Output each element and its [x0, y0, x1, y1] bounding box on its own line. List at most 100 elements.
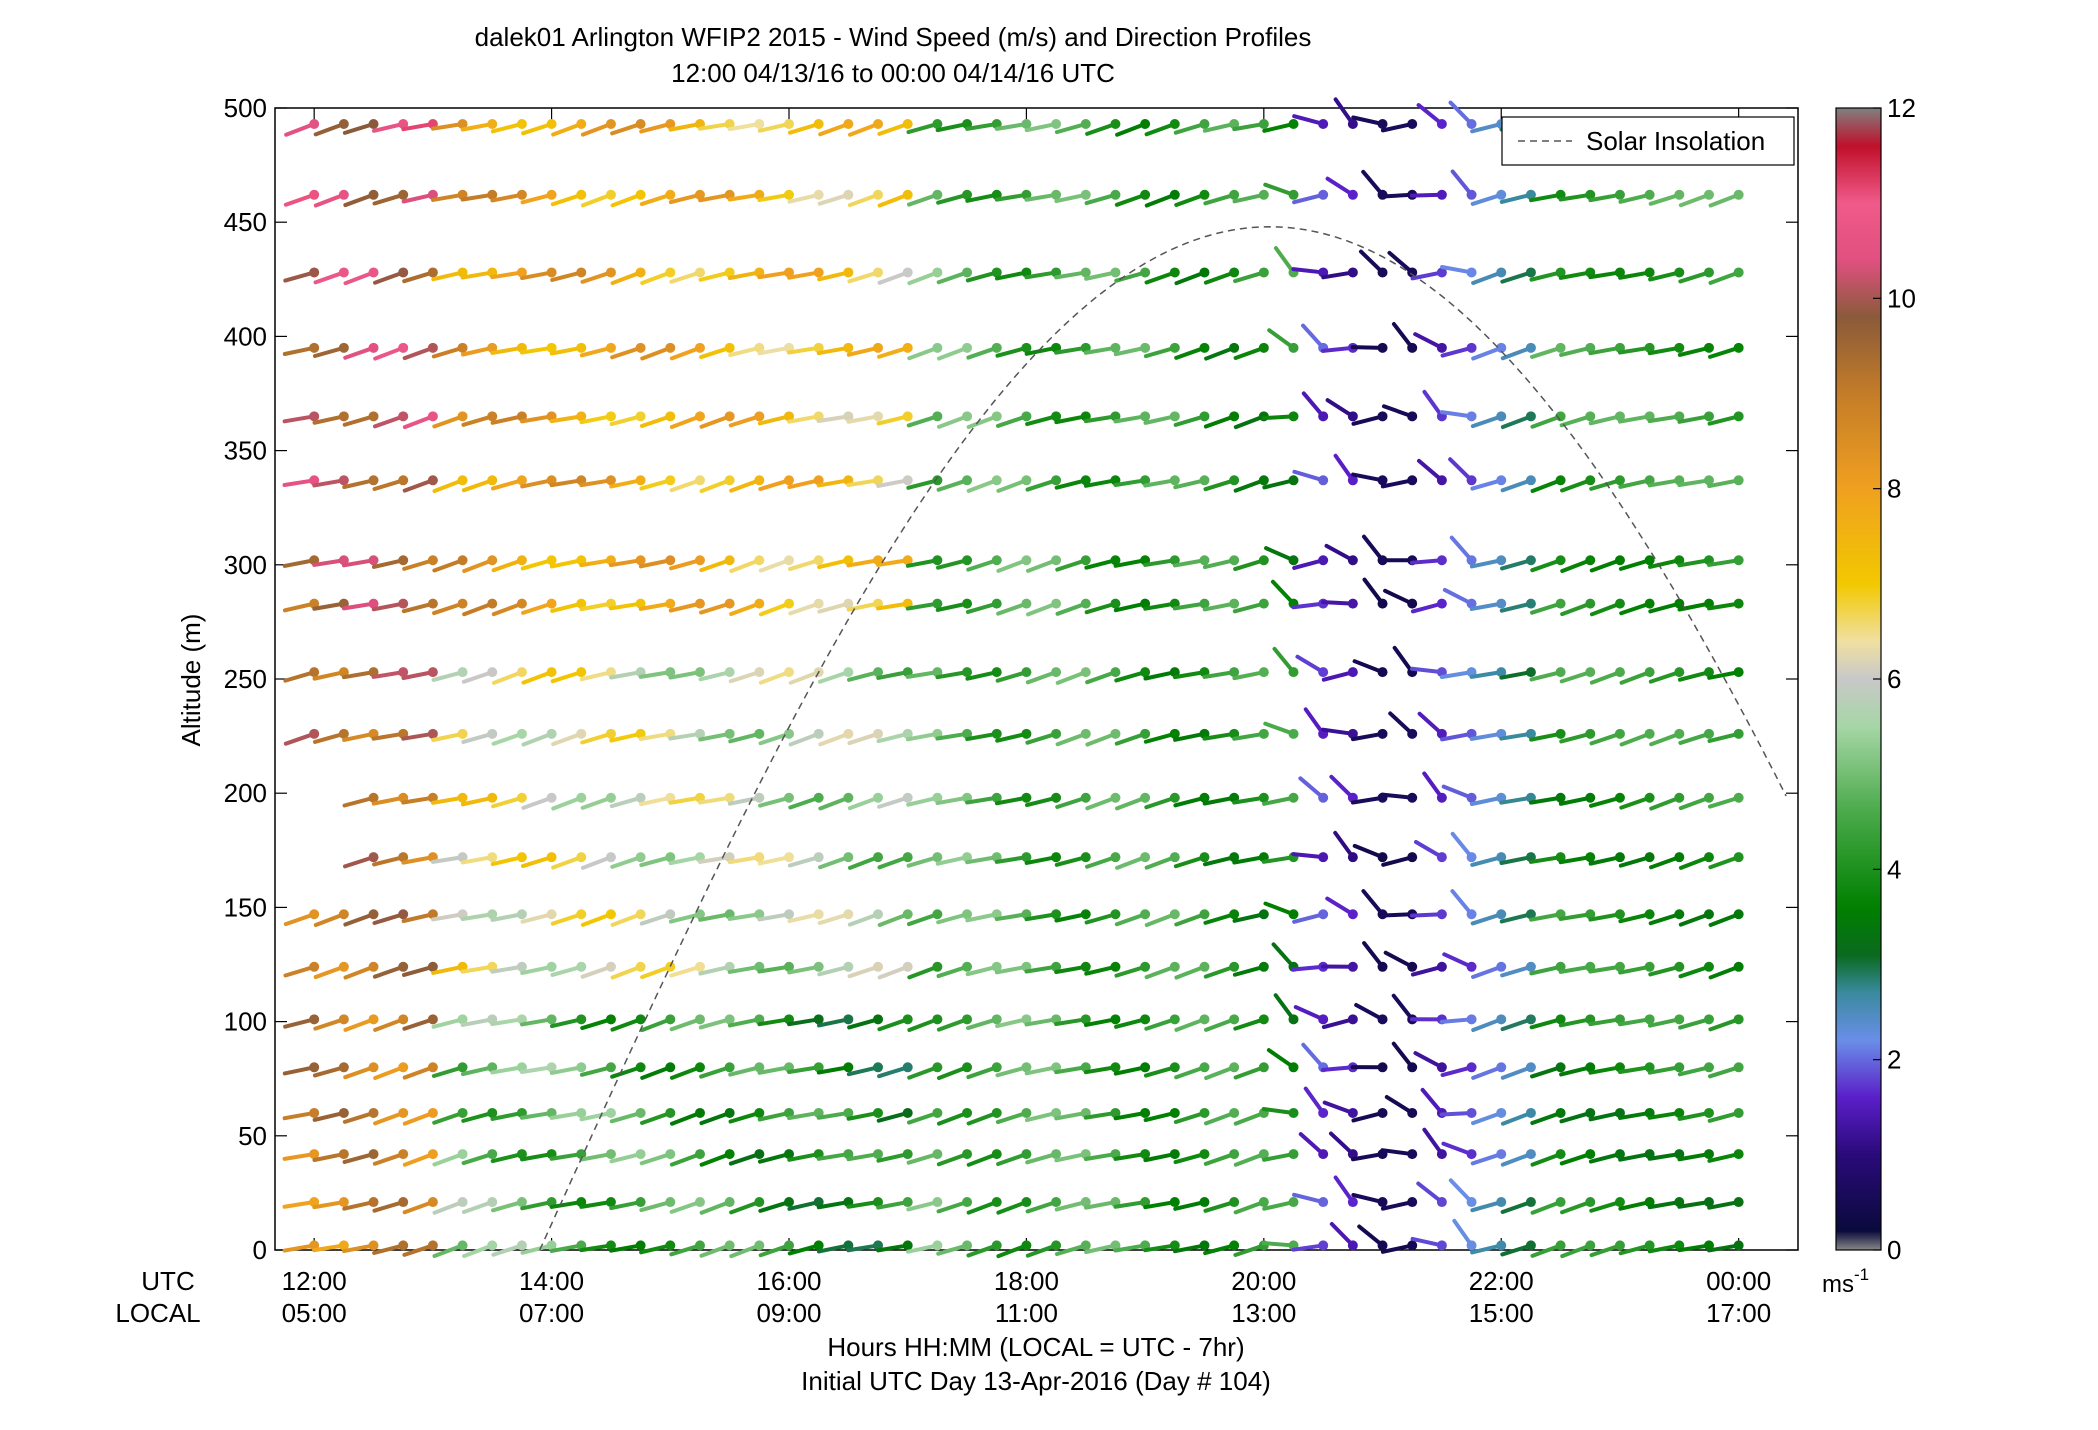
wind-barb-dot: [754, 1149, 764, 1159]
colorbar-tick-label: 10: [1887, 283, 1916, 313]
wind-barb-dot: [547, 267, 557, 277]
wind-barb-dot: [903, 267, 913, 277]
legend: Solar Insolation: [1502, 117, 1794, 165]
wind-barb-dot: [1496, 411, 1506, 421]
wind-barb-dot: [1526, 599, 1536, 609]
wind-barb-dot: [606, 729, 616, 739]
wind-barb-dot: [725, 729, 735, 739]
wind-barb-dot: [1556, 729, 1566, 739]
wind-barb-dot: [843, 793, 853, 803]
wind-barb-dot: [1734, 729, 1744, 739]
wind-barb-dot: [932, 1062, 942, 1072]
wind-barb-dot: [695, 475, 705, 485]
wind-barb-dot: [903, 909, 913, 919]
wind-barb-dot: [1437, 1149, 1447, 1159]
wind-barb-dot: [784, 793, 794, 803]
wind-barb-dot: [1378, 119, 1388, 129]
wind-barb-dot: [1259, 1014, 1269, 1024]
wind-barb-dot: [962, 343, 972, 353]
wind-barb-dot: [517, 1197, 527, 1207]
wind-barb-dot: [1348, 852, 1358, 862]
wind-barb-dot: [843, 852, 853, 862]
wind-barb-dot: [309, 729, 319, 739]
wind-barb-dot: [1467, 1149, 1477, 1159]
wind-barb-dot: [1318, 667, 1328, 677]
wind-barb-dot: [309, 1108, 319, 1118]
wind-barb-dot: [1556, 1149, 1566, 1159]
wind-barb-dot: [784, 1240, 794, 1250]
wind-barb-dot: [1081, 667, 1091, 677]
y-tick-label: 200: [224, 778, 267, 808]
wind-barb-dot: [932, 190, 942, 200]
wind-barb-dot: [487, 119, 497, 129]
wind-barb-dot: [1674, 729, 1684, 739]
wind-barb-dot: [1288, 793, 1298, 803]
y-tick-label: 50: [238, 1121, 267, 1151]
wind-barb-dot: [843, 267, 853, 277]
wind-barb-dot: [309, 667, 319, 677]
wind-barb-dot: [1288, 1062, 1298, 1072]
wind-barb-dot: [547, 793, 557, 803]
wind-barb-dot: [1674, 793, 1684, 803]
wind-barb-dot: [1734, 599, 1744, 609]
wind-barb-dot: [1585, 793, 1595, 803]
wind-barb-dot: [1645, 729, 1655, 739]
wind-barb-dot: [754, 1108, 764, 1118]
wind-barb-dot: [784, 667, 794, 677]
wind-barb-dot: [1645, 667, 1655, 677]
wind-barb-dot: [1704, 1108, 1714, 1118]
wind-barb-dot: [1734, 190, 1744, 200]
wind-barb-dot: [398, 190, 408, 200]
wind-barb-dot: [695, 962, 705, 972]
wind-barb-dot: [725, 667, 735, 677]
wind-barb-dot: [695, 1014, 705, 1024]
wind-barb-dot: [932, 1149, 942, 1159]
wind-barb-dot: [992, 1062, 1002, 1072]
wind-barb-dot: [398, 1014, 408, 1024]
wind-barb-dot: [636, 1149, 646, 1159]
wind-barb-dot: [784, 909, 794, 919]
wind-barb-dot: [992, 1240, 1002, 1250]
wind-barb-dot: [1378, 667, 1388, 677]
x-tick-label-utc: 00:00: [1706, 1266, 1771, 1296]
wind-barb-dot: [1526, 1014, 1536, 1024]
wind-barb-dot: [754, 599, 764, 609]
wind-barb-dot: [1259, 729, 1269, 739]
wind-barb-dot: [517, 793, 527, 803]
wind-barb-dot: [428, 267, 438, 277]
wind-barb-dot: [1348, 1108, 1358, 1118]
wind-barb-dot: [1199, 555, 1209, 565]
wind-barb-dot: [1407, 793, 1417, 803]
wind-barb-dot: [547, 729, 557, 739]
wind-barb-dot: [1051, 1240, 1061, 1250]
wind-barb-dot: [665, 1240, 675, 1250]
wind-barb-dot: [695, 555, 705, 565]
y-tick-label: 250: [224, 664, 267, 694]
wind-barb-dot: [695, 343, 705, 353]
colorbar-tick-label: 8: [1887, 474, 1901, 504]
wind-barb-dot: [754, 729, 764, 739]
wind-barb-dot: [1140, 729, 1150, 739]
wind-barb-dot: [398, 343, 408, 353]
wind-barb-dot: [1229, 1149, 1239, 1159]
wind-barb-dot: [962, 1149, 972, 1159]
wind-barb-dot: [1288, 1014, 1298, 1024]
wind-barb-dot: [1645, 909, 1655, 919]
wind-barb-dot: [962, 555, 972, 565]
wind-barb-dot: [665, 909, 675, 919]
wind-barb-dot: [398, 962, 408, 972]
wind-barb-dot: [665, 267, 675, 277]
wind-barb-dot: [1526, 1108, 1536, 1118]
wind-barb-dot: [1437, 119, 1447, 129]
wind-barb-dot: [339, 411, 349, 421]
y-tick-label: 150: [224, 892, 267, 922]
wind-barb-dot: [1467, 475, 1477, 485]
wind-barb-dot: [932, 555, 942, 565]
wind-barb-dot: [1051, 909, 1061, 919]
wind-barb-dot: [1199, 1197, 1209, 1207]
wind-barb-dot: [398, 1108, 408, 1118]
wind-barb-dot: [398, 475, 408, 485]
wind-barb-dot: [1704, 852, 1714, 862]
wind-barb-dot: [1378, 267, 1388, 277]
wind-barb-dot: [606, 1062, 616, 1072]
